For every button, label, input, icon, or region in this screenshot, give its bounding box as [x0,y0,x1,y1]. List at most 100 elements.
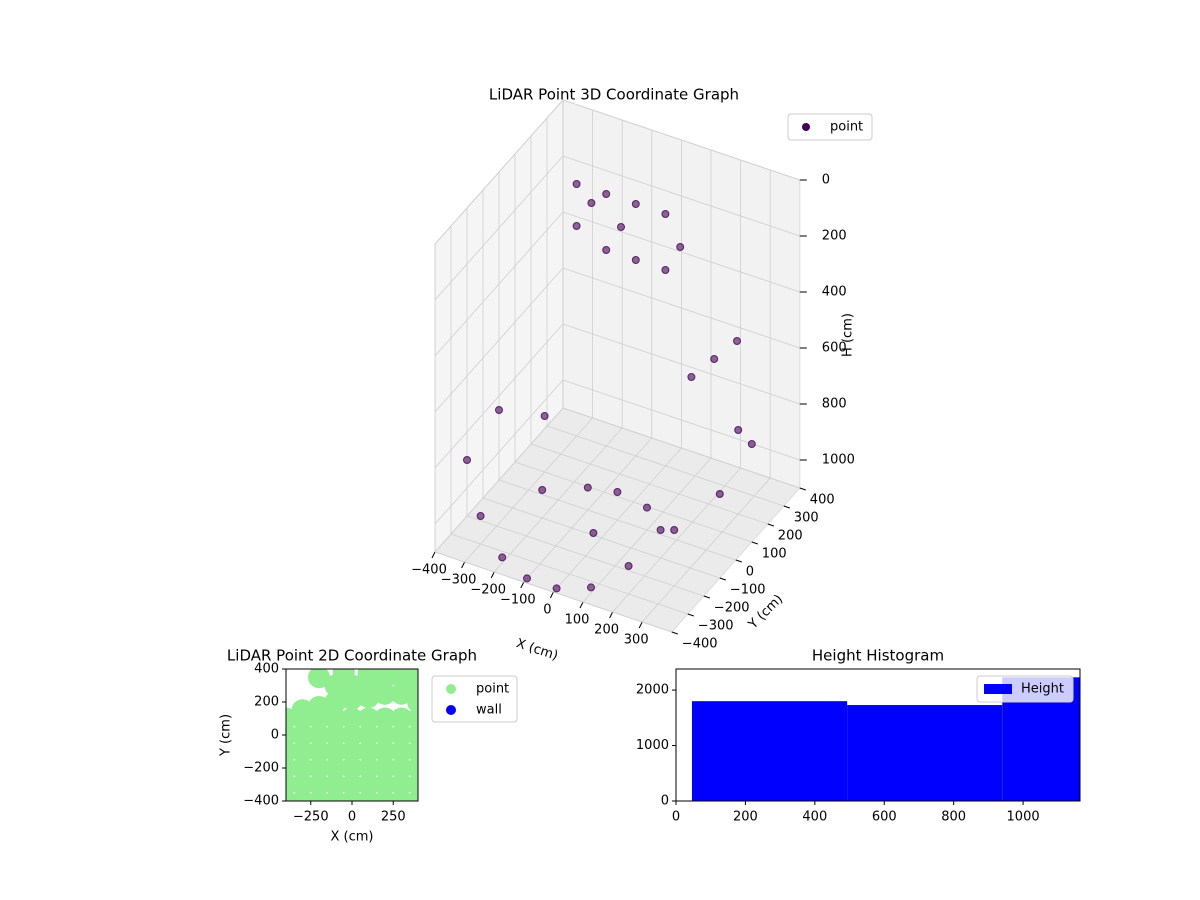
chart-title: LiDAR Point 3D Coordinate Graph [489,86,739,104]
bar [691,701,848,801]
data-point [602,246,611,254]
data-point [357,707,380,730]
x-tick-label: −100 [500,593,536,608]
data-point [390,682,413,705]
y-tick-label: −100 [730,583,766,598]
grid-line [434,155,564,301]
z-tick-label: 0 [822,173,830,188]
y-tick-label: 400 [810,493,835,508]
data-point [538,486,547,494]
data-point [374,669,396,689]
data-point [374,707,396,730]
data-point [390,773,413,796]
data-point [308,773,330,796]
x-tick-label: −300 [441,573,477,588]
x-tick-label: 200 [733,810,758,825]
data-point [374,773,396,796]
data-point [631,200,640,208]
grid-line [450,533,688,615]
plot-area [286,669,418,801]
x-tick-label: 0 [543,603,551,618]
y-tick-label: 2000 [636,683,669,698]
grid-line [514,461,752,543]
data-point [324,757,347,779]
data-point [589,529,598,537]
data-point [308,724,330,746]
data-point [733,337,741,345]
data-point [687,373,696,381]
data-point [341,724,363,746]
grid-line [434,211,564,357]
tick-mark [638,621,643,629]
data-point [291,699,314,722]
data-point [602,190,611,198]
data-point [670,526,679,534]
data-point [631,256,640,264]
data-point [291,773,314,796]
data-point [715,490,724,498]
data-point [552,584,561,593]
x-tick-label: −200 [470,583,506,598]
y-axis-label: Y (cm) [219,714,234,757]
data-point [734,426,743,434]
data-point [613,488,622,496]
data-point [324,773,347,796]
tick-mark [703,595,710,599]
x-tick-label: 0 [348,810,356,825]
data-point [407,757,418,779]
grid-line [434,99,564,245]
data-point [476,512,485,520]
legend-label: point [476,682,509,697]
data-point [643,503,651,512]
grid-line [498,479,736,561]
x-tick-label: 100 [565,613,590,628]
data-point [747,440,756,448]
data-point [587,583,595,592]
data-point [710,355,719,363]
tick-mark [751,541,758,545]
y-tick-label: −400 [243,794,279,809]
data-point [407,740,418,763]
x-tick-label: −400 [411,563,447,578]
tick-mark [549,591,554,599]
y-tick-label: −300 [698,619,734,634]
legend-label: Height [1021,682,1064,697]
x-tick-label: 300 [624,633,649,648]
data-point [357,740,380,763]
data-point [291,724,314,746]
grid-line [562,379,800,461]
y-tick-label: 200 [778,529,803,544]
legend-box [431,675,518,723]
y-axis-label: Y (cm) [745,592,786,633]
tick-mark [735,559,742,563]
legend-box [976,675,1074,703]
x-tick-label: 200 [594,623,619,638]
data-point [291,740,314,763]
data-point [661,266,670,274]
data-point [407,707,418,730]
y-tick-label: 0 [271,728,279,743]
data-point [341,757,363,779]
z-tick-label: 600 [822,341,847,356]
y-tick-label: 100 [762,547,787,562]
x-tick-label: −250 [293,810,329,825]
data-point [661,210,670,218]
data-point [587,199,596,207]
data-point [624,562,633,570]
data-point [291,757,314,779]
chart-title: LiDAR Point 2D Coordinate Graph [227,647,477,665]
legend-marker [446,705,456,715]
x-tick-label: 1000 [1007,810,1040,825]
plot-area [691,677,1080,801]
grid-line [562,323,800,405]
data-point [390,740,413,763]
data-point [390,757,413,779]
data-point [341,740,363,763]
data-point [572,180,581,188]
data-point [390,669,413,680]
data-point [341,773,363,796]
data-point [572,222,581,230]
y-tick-label: 0 [661,794,669,809]
grid-line [562,155,800,237]
